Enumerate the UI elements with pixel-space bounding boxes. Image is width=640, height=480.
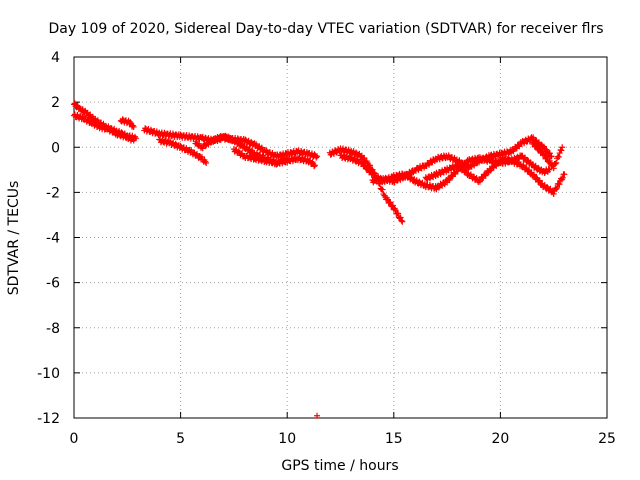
data-point: [74, 102, 81, 109]
data-series: [422, 157, 504, 185]
x-tick-label: 10: [278, 431, 296, 447]
y-tick-label: -4: [46, 231, 60, 247]
data-point: [392, 207, 399, 214]
data-point: [361, 154, 368, 161]
x-axis-title: GPS time / hours: [281, 458, 398, 474]
data-series: [529, 139, 566, 172]
y-tick-label: -10: [37, 366, 60, 382]
x-tick-label: 0: [70, 431, 79, 447]
data-series: [230, 146, 291, 168]
data-point: [202, 158, 209, 165]
data-point: [399, 218, 406, 225]
y-tick-label: 0: [51, 140, 60, 156]
y-tick-label: -8: [46, 321, 60, 337]
y-tick-label: -2: [46, 185, 60, 201]
data-point: [129, 122, 136, 129]
data-series: [71, 111, 137, 144]
data-series: [117, 116, 137, 130]
data-marks: [71, 100, 568, 419]
y-tick-label: 4: [51, 50, 60, 66]
y-tick-label: -6: [46, 276, 60, 292]
plot-frame: [73, 56, 608, 419]
data-point: [395, 210, 402, 217]
data-point: [550, 190, 557, 197]
y-axis-title: SDTVAR / TECUs: [6, 181, 22, 296]
data-point: [559, 144, 566, 151]
data-point: [558, 147, 565, 154]
x-tick-label: 25: [598, 431, 616, 447]
data-point: [379, 186, 386, 193]
data-point: [550, 165, 557, 172]
x-tick-label: 5: [176, 431, 185, 447]
data-point: [552, 160, 559, 167]
data-point: [553, 186, 560, 193]
data-series: [141, 125, 321, 161]
data-point: [398, 217, 405, 224]
y-tick-label: -12: [37, 411, 60, 427]
data-point: [553, 184, 560, 191]
data-point: [314, 412, 321, 419]
data-point: [387, 199, 394, 206]
data-point: [548, 153, 555, 160]
data-point: [130, 137, 137, 144]
data-point: [540, 143, 547, 150]
data-point: [311, 162, 318, 169]
data-series: [156, 136, 210, 167]
data-point: [545, 166, 552, 173]
x-tick-label: 15: [385, 431, 403, 447]
data-point: [561, 171, 568, 178]
data-point: [553, 159, 560, 166]
data-point: [556, 181, 563, 188]
data-point: [546, 150, 553, 157]
data-point: [397, 214, 404, 221]
grid-layer: [74, 57, 607, 418]
y-tick-label: 2: [51, 95, 60, 111]
chart-title: Day 109 of 2020, Sidereal Day-to-day VTE…: [48, 21, 603, 37]
data-series: [314, 412, 321, 419]
data-point: [313, 154, 320, 161]
data-series: [497, 154, 568, 197]
data-point: [284, 155, 291, 162]
data-point: [314, 153, 321, 160]
x-tick-label: 20: [491, 431, 509, 447]
data-point: [533, 174, 540, 181]
data-point: [531, 171, 538, 178]
data-point: [546, 166, 553, 173]
data-point: [559, 174, 566, 181]
data-point: [203, 160, 210, 167]
data-point: [555, 153, 562, 160]
data-point: [389, 202, 396, 209]
data-point: [130, 123, 137, 130]
data-point: [311, 163, 318, 170]
